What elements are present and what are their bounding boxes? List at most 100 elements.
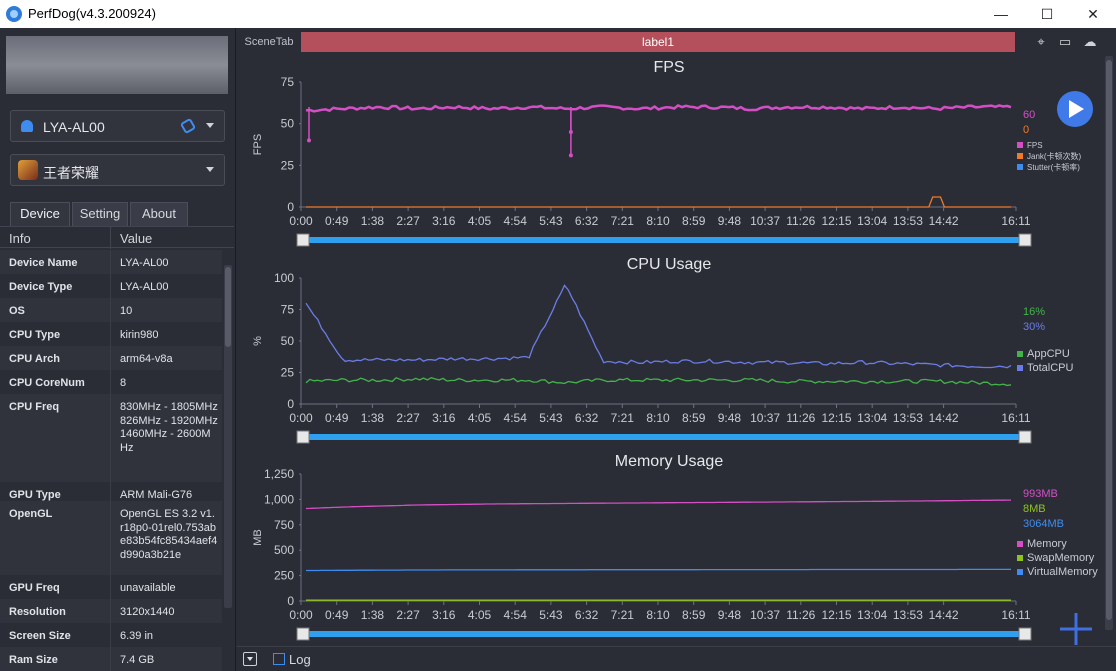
log-checkbox[interactable] bbox=[273, 653, 285, 665]
current-value: 0 bbox=[1023, 124, 1029, 136]
table-row: Screen Size 6.39 in bbox=[0, 623, 222, 647]
x-tick-label: 13:04 bbox=[857, 411, 887, 425]
row-value: ARM Mali-G76 bbox=[120, 489, 193, 501]
x-tick-label: 4:54 bbox=[504, 608, 528, 622]
row-value: kirin980 bbox=[120, 329, 159, 341]
x-tick-label: 5:43 bbox=[539, 214, 563, 228]
left-panel: LYA-AL00 王者荣耀 Device Setting About Info … bbox=[0, 28, 236, 671]
left-scrollbar[interactable] bbox=[224, 265, 232, 608]
tab-device[interactable]: Device bbox=[10, 202, 70, 226]
legend-swatch bbox=[1017, 164, 1023, 170]
legend-label: Jank(卡顿次数) bbox=[1027, 151, 1082, 161]
x-tick-label: 9:48 bbox=[718, 608, 742, 622]
app-select[interactable]: 王者荣耀 bbox=[10, 154, 225, 186]
header-value: Value bbox=[120, 231, 153, 246]
series-line bbox=[305, 376, 1012, 387]
minimize-button[interactable]: — bbox=[994, 6, 1008, 22]
label-bar[interactable]: label1 bbox=[301, 32, 1015, 52]
x-tick-label: 3:16 bbox=[432, 214, 456, 228]
y-tick-label: 100 bbox=[274, 271, 294, 285]
row-value: unavailable bbox=[120, 582, 176, 594]
x-tick-label: 14:42 bbox=[929, 214, 959, 228]
range-slider-handle bbox=[1018, 430, 1032, 444]
perfdog-logo-icon bbox=[6, 6, 22, 22]
x-tick-label: 16:11 bbox=[1001, 411, 1030, 425]
legend-label: TotalCPU bbox=[1027, 362, 1074, 374]
table-row: GPU Type ARM Mali-G76 bbox=[0, 482, 222, 501]
current-value: 60 bbox=[1023, 109, 1035, 121]
x-tick-label: 0:00 bbox=[289, 214, 313, 228]
x-tick-label: 14:42 bbox=[929, 411, 959, 425]
dropdown-button[interactable] bbox=[243, 652, 257, 666]
table-row: Device Name LYA-AL00 bbox=[0, 250, 222, 274]
x-tick-label: 7:21 bbox=[611, 411, 635, 425]
close-button[interactable]: ✕ bbox=[1087, 6, 1099, 22]
row-value: 10 bbox=[120, 305, 133, 317]
series-line bbox=[305, 284, 1012, 369]
table-row: Ram Size 7.4 GB bbox=[0, 647, 222, 671]
x-tick-label: 4:54 bbox=[504, 214, 528, 228]
cloud-icon[interactable]: ☁ bbox=[1083, 34, 1097, 49]
row-value: LYA-AL00 bbox=[120, 281, 169, 293]
row-key: OpenGL bbox=[9, 508, 53, 520]
row-key: CPU Arch bbox=[9, 353, 60, 365]
series-line bbox=[306, 196, 1011, 208]
table-row: Device Type LYA-AL00 bbox=[0, 274, 222, 298]
device-select-value: LYA-AL00 bbox=[43, 119, 105, 135]
link-icon[interactable] bbox=[179, 117, 197, 135]
tab-about[interactable]: About bbox=[130, 202, 188, 226]
main-panel: SceneTab label1 ⌖ ▭ ☁ FPS FPS 0 25 50 75 0:00 0… bbox=[237, 28, 1116, 671]
game-icon bbox=[18, 160, 38, 180]
x-tick-label: 8:10 bbox=[646, 411, 670, 425]
x-tick-label: 2:27 bbox=[396, 214, 420, 228]
device-select[interactable]: LYA-AL00 bbox=[10, 110, 225, 142]
x-tick-label: 0:49 bbox=[325, 411, 349, 425]
table-row: CPU CoreNum 8 bbox=[0, 370, 222, 394]
x-tick-label: 0:00 bbox=[289, 608, 313, 622]
x-tick-label: 4:05 bbox=[468, 214, 492, 228]
x-tick-label: 4:54 bbox=[504, 411, 528, 425]
tab-setting[interactable]: Setting bbox=[72, 202, 128, 226]
maximize-button[interactable]: ☐ bbox=[1040, 6, 1054, 22]
x-tick-label: 13:53 bbox=[893, 214, 923, 228]
chart-title: Memory Usage bbox=[615, 453, 724, 470]
scene-tab-button[interactable]: SceneTab bbox=[244, 36, 294, 48]
y-tick-label: 1,000 bbox=[264, 492, 294, 506]
x-tick-label: 8:10 bbox=[646, 608, 670, 622]
log-label: Log bbox=[289, 652, 311, 667]
y-axis-label: MB bbox=[252, 529, 264, 546]
banner-image bbox=[6, 36, 228, 94]
right-scrollbar[interactable] bbox=[1105, 56, 1113, 630]
folder-icon[interactable]: ▭ bbox=[1058, 34, 1072, 49]
x-tick-label: 14:42 bbox=[929, 608, 959, 622]
y-tick-label: 75 bbox=[281, 75, 295, 89]
header-info: Info bbox=[9, 231, 31, 246]
chart-title: CPU Usage bbox=[627, 256, 712, 273]
legend-label: SwapMemory bbox=[1027, 552, 1095, 564]
x-tick-label: 2:27 bbox=[396, 608, 420, 622]
x-tick-label: 12:15 bbox=[821, 411, 851, 425]
scroll-thumb[interactable] bbox=[1106, 60, 1112, 620]
range-slider-track bbox=[301, 237, 1027, 243]
range-slider-handle bbox=[296, 430, 310, 444]
x-tick-label: 4:05 bbox=[468, 411, 492, 425]
legend-label: AppCPU bbox=[1027, 348, 1070, 360]
table-row: CPU Arch arm64-v8a bbox=[0, 346, 222, 370]
chart-title: FPS bbox=[653, 59, 684, 76]
x-tick-label: 13:04 bbox=[857, 214, 887, 228]
range-slider-handle bbox=[296, 627, 310, 641]
charts-area: FPS FPS 0 25 50 75 0:00 0:49 1:38 2:27 3:16 4:05 4:5… bbox=[252, 59, 1098, 645]
x-tick-label: 8:59 bbox=[682, 214, 706, 228]
row-value: 3120x1440 bbox=[120, 606, 175, 618]
x-tick-label: 12:15 bbox=[821, 214, 851, 228]
x-tick-label: 9:48 bbox=[718, 411, 742, 425]
android-icon bbox=[21, 120, 33, 132]
y-tick-label: 25 bbox=[281, 366, 295, 380]
scroll-thumb[interactable] bbox=[225, 267, 231, 347]
table-row: GPU Freq unavailable bbox=[0, 575, 222, 599]
x-tick-label: 6:32 bbox=[575, 214, 599, 228]
x-tick-label: 11:26 bbox=[786, 608, 815, 622]
x-tick-label: 12:15 bbox=[821, 608, 851, 622]
location-icon[interactable]: ⌖ bbox=[1037, 34, 1045, 49]
range-slider-handle bbox=[1018, 233, 1032, 247]
